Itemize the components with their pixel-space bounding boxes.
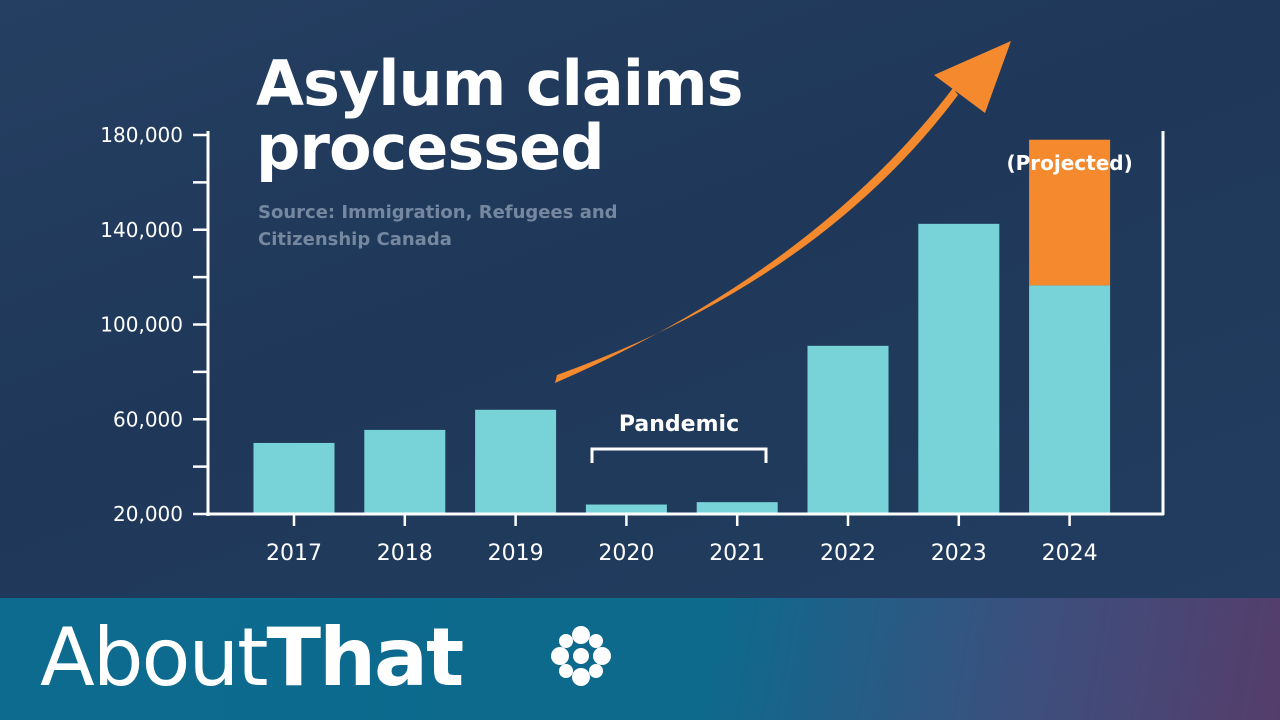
bar-2021: [696, 502, 778, 514]
x-tick-label-2017: 2017: [266, 541, 322, 566]
footer-bar: AboutThat: [0, 598, 1280, 720]
x-tick-label-2023: 2023: [931, 541, 987, 566]
y-tick-label-20000: 20,000: [113, 502, 183, 526]
bar-2018: [364, 429, 446, 514]
x-tick-label-2018: 2018: [377, 541, 433, 566]
x-tick-label-2021: 2021: [709, 541, 765, 566]
bar-2020: [585, 504, 667, 514]
y-tick-label-180000: 180,000: [100, 123, 183, 147]
bar-2019: [475, 409, 557, 514]
trend-arrow-head: [934, 41, 1011, 113]
pandemic-bracket: [590, 447, 768, 463]
x-tick-label-2024: 2024: [1042, 541, 1098, 566]
about-that-logo: AboutThat: [40, 608, 465, 708]
cbc-gem-icon: [551, 626, 611, 686]
bar-2017: [253, 442, 335, 514]
chart-title: Asylum claims processed: [256, 47, 743, 184]
bar-2022: [807, 345, 889, 514]
bar-2024: [1029, 285, 1111, 514]
y-tick-label-100000: 100,000: [100, 313, 183, 337]
bar-chart: 20,000 60,000 100,000 140,000 180,000 2017 201…: [100, 41, 1165, 566]
source-note: Source: Immigration, Refugees and Citize…: [258, 202, 618, 250]
x-tick-label-2019: 2019: [488, 541, 544, 566]
x-tick-label-2020: 2020: [598, 541, 654, 566]
bar-2023: [918, 223, 1000, 514]
y-tick-label-140000: 140,000: [100, 218, 183, 242]
bar-projected-2024: [1029, 139, 1111, 286]
pandemic-label: Pandemic: [619, 412, 739, 437]
projected-label: (Projected): [1006, 151, 1132, 175]
x-tick-label-2022: 2022: [820, 541, 876, 566]
y-tick-label-60000: 60,000: [113, 407, 183, 431]
brand-that: That: [266, 611, 465, 704]
brand-about: About: [40, 611, 269, 704]
